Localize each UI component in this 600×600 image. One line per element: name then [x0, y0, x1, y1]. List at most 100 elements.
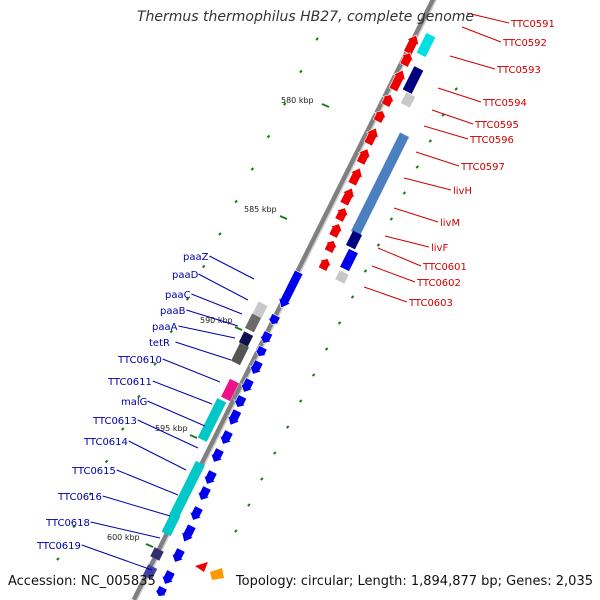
leader-line: [137, 419, 199, 449]
small-marker: [210, 568, 224, 580]
leader-line: [415, 151, 460, 167]
forward-gene-label: livH: [453, 186, 472, 197]
forward-gene-arrow: [356, 148, 371, 166]
function-block: [197, 398, 227, 442]
reverse-gene-label: TTC0610: [117, 355, 162, 366]
scale-dot: [286, 425, 290, 429]
scale-dot: [234, 199, 238, 204]
small-marker: [195, 562, 208, 572]
forward-gene-arrow: [334, 207, 349, 223]
forward-gene-label: livM: [440, 218, 460, 229]
function-block: [169, 460, 205, 520]
scale-dot: [121, 427, 125, 431]
leader-line: [423, 125, 469, 140]
scale-dot: [376, 243, 381, 247]
reverse-gene-label: TTC0619: [36, 541, 81, 552]
scale-label: 585 kbp: [244, 205, 277, 214]
scale-tick: [321, 103, 330, 108]
leader-line: [90, 521, 161, 539]
forward-gene-label: TTC0601: [422, 262, 467, 273]
reverse-gene-label: TTC0614: [83, 437, 128, 448]
reverse-gene-arrow: [181, 523, 197, 543]
reverse-gene-label: TTC0618: [45, 518, 90, 529]
forward-gene-label: TTC0603: [408, 298, 453, 309]
scale-dot: [202, 264, 206, 269]
leader-line: [116, 469, 179, 496]
function-block: [238, 331, 254, 347]
forward-gene-label: TTC0592: [502, 38, 547, 49]
scale-dot: [415, 165, 420, 169]
reverse-gene-arrow: [161, 569, 176, 585]
scale-dot: [350, 295, 355, 299]
forward-gene-arrow: [388, 69, 406, 93]
scale-labels: 580 kbp 585 kbp 590 kbp 595 kbp 600 kbp: [107, 96, 330, 548]
scale-ticks: [56, 37, 458, 561]
scale-tick: [189, 434, 198, 439]
leader-line: [162, 358, 221, 383]
scale-label: 580 kbp: [281, 96, 314, 105]
scale-tick: [145, 543, 154, 548]
function-block: [335, 270, 349, 284]
reverse-gene-arrow: [171, 547, 186, 563]
reverse-gene-arrow: [197, 485, 212, 501]
forward-gene-label: TTC0597: [460, 162, 505, 173]
forward-gene-arrow: [339, 187, 355, 207]
forward-gene-arrow: [323, 240, 338, 254]
leader-line: [363, 286, 408, 303]
leader-line: [461, 26, 502, 43]
scale-dot: [363, 269, 368, 273]
function-block: [345, 230, 363, 250]
reverse-gene-label: paaZ: [183, 252, 209, 263]
leader-line: [191, 293, 243, 315]
leader-line: [175, 341, 232, 361]
scale-dot: [88, 492, 93, 496]
forward-gene-label: TTC0593: [496, 65, 541, 76]
scale-label: 595 kbp: [155, 424, 188, 433]
scale-dot: [428, 139, 432, 143]
reverse-gene-arrow: [259, 330, 274, 344]
leader-line: [466, 12, 510, 24]
forward-gene-arrow: [399, 52, 414, 68]
reverse-gene-label: malG: [121, 397, 147, 408]
function-block: [252, 301, 268, 319]
scale-dot: [337, 321, 342, 325]
scale-dot: [153, 362, 157, 366]
forward-gene-label: livF: [431, 243, 448, 254]
scale-dot: [56, 557, 60, 561]
leader-line: [81, 544, 153, 571]
scale-dot: [283, 102, 287, 106]
function-block: [150, 547, 164, 561]
leader-line: [128, 440, 187, 471]
forward-gene-arrow: [380, 94, 395, 108]
feature-tracks: [142, 32, 436, 597]
leader-line: [198, 273, 249, 301]
scale-dot: [250, 167, 255, 171]
scale-dot: [247, 503, 251, 507]
leader-line: [403, 177, 452, 191]
reverse-gene-label: TTC0613: [92, 416, 137, 427]
forward-gene-arrow: [317, 258, 332, 272]
scale-dot: [389, 217, 394, 221]
scale-dot: [273, 451, 277, 455]
function-block: [402, 66, 424, 94]
reverse-gene-arrow: [154, 585, 168, 597]
scale-dot: [104, 459, 109, 464]
genome-title: Thermus thermophilus HB27, complete geno…: [137, 9, 475, 25]
forward-gene-label: TTC0596: [469, 135, 514, 146]
scale-dot: [324, 347, 329, 351]
misc-markers: [195, 562, 224, 580]
function-block: [244, 313, 262, 333]
scale-dot: [315, 37, 319, 41]
forward-gene-arrow: [363, 127, 379, 147]
scale-label: 600 kbp: [107, 533, 140, 542]
scale-dot: [299, 69, 303, 74]
reverse-gene-label: TTC0611: [107, 377, 152, 388]
scale-dot: [260, 477, 264, 481]
reverse-gene-arrow: [240, 377, 255, 393]
leader-line: [209, 255, 255, 280]
reverse-gene-label: TTC0615: [71, 466, 116, 477]
reverse-gene-arrow: [219, 429, 234, 445]
scale-dot: [402, 191, 407, 195]
reverse-gene-arrow: [210, 447, 225, 463]
